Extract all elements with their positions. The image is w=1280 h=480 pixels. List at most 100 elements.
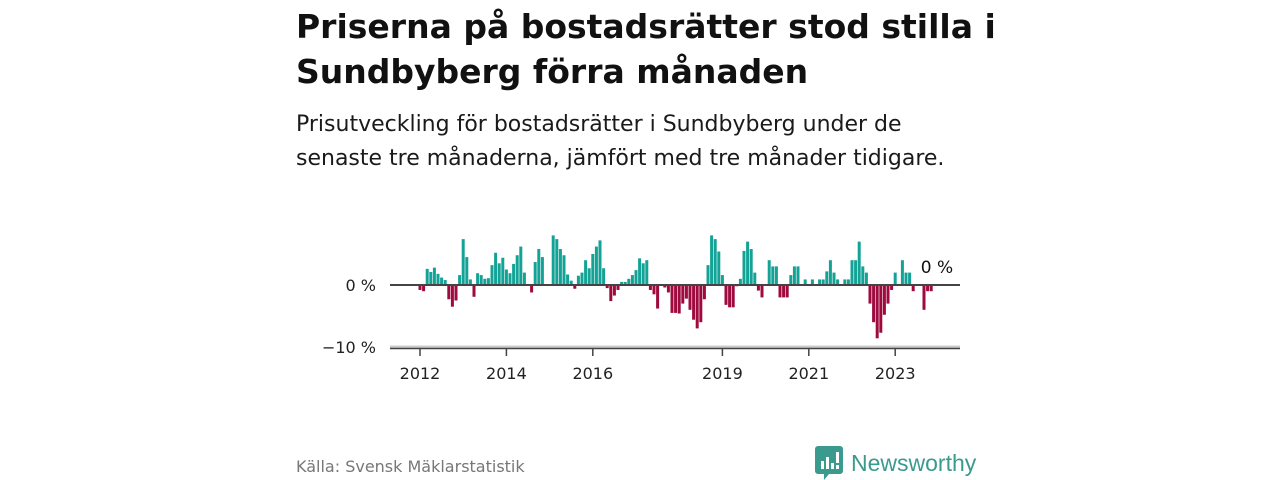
bar	[926, 285, 930, 292]
bar	[566, 274, 570, 285]
bar	[627, 278, 631, 285]
bar	[810, 279, 814, 285]
bar	[857, 241, 861, 285]
bar	[522, 272, 526, 285]
bar	[432, 267, 436, 285]
bar	[695, 285, 699, 329]
bar	[602, 268, 606, 285]
bar	[422, 285, 426, 292]
newsworthy-logo-icon	[815, 446, 843, 480]
bar	[756, 285, 760, 291]
last-value-label: 0 %	[921, 258, 953, 278]
bar	[468, 279, 472, 285]
bar	[846, 279, 850, 285]
bar	[929, 285, 933, 292]
bar	[663, 285, 667, 288]
bar	[872, 285, 876, 323]
bar	[648, 285, 652, 290]
bar	[573, 285, 577, 289]
bar	[713, 239, 717, 285]
bar	[702, 285, 706, 300]
bar	[515, 255, 519, 285]
bar	[922, 285, 926, 310]
bar	[879, 285, 883, 333]
bar	[497, 263, 501, 285]
bar	[483, 278, 487, 285]
bar	[771, 266, 775, 285]
bar	[796, 266, 800, 285]
bar	[490, 265, 494, 285]
bar	[666, 285, 670, 293]
bar	[562, 255, 566, 285]
bar	[533, 262, 537, 285]
bar	[587, 268, 591, 285]
bar	[494, 252, 498, 285]
bar	[638, 258, 642, 285]
bar	[828, 260, 832, 285]
bar	[792, 266, 796, 285]
bar	[454, 285, 458, 301]
bar	[501, 257, 505, 285]
bar	[508, 273, 512, 285]
bar	[591, 254, 595, 285]
bar	[710, 235, 714, 285]
bar	[540, 257, 544, 285]
bar	[634, 270, 638, 285]
bar	[580, 272, 584, 285]
brand-name: Newsworthy	[851, 449, 977, 476]
bar	[479, 275, 483, 285]
bar	[738, 278, 742, 285]
bar	[900, 260, 904, 285]
bar	[598, 240, 602, 285]
source-note: Källa: Svensk Mäklarstatistik	[296, 457, 525, 476]
bar	[443, 280, 447, 285]
x-tick-label: 2019	[702, 364, 743, 383]
brand-logo[interactable]: Newsworthy	[815, 446, 976, 480]
bar	[630, 275, 634, 285]
bar	[868, 285, 872, 304]
bar	[699, 285, 703, 323]
bar	[612, 285, 616, 296]
bar	[836, 279, 840, 285]
bar	[832, 272, 836, 285]
x-tick-label: 2012	[400, 364, 441, 383]
bar	[641, 263, 645, 285]
bar	[742, 250, 746, 285]
bar	[728, 285, 732, 308]
bar	[821, 279, 825, 285]
bar	[778, 285, 782, 298]
bar	[753, 272, 757, 285]
bar	[512, 263, 516, 285]
bar	[458, 275, 462, 285]
bar	[818, 279, 822, 285]
bar	[760, 285, 764, 298]
bar	[803, 279, 807, 285]
bar	[904, 272, 908, 285]
bar-chart: 0 % −10 % 2012 2014 2016 2019 2021 2023 0 %	[322, 235, 960, 383]
bar	[731, 285, 735, 308]
bar	[551, 235, 555, 285]
bar	[519, 246, 523, 285]
bar	[652, 285, 656, 295]
x-tick-label: 2023	[875, 364, 916, 383]
bar	[623, 281, 627, 285]
bar	[681, 285, 685, 304]
bar	[677, 285, 681, 314]
bar	[825, 271, 829, 285]
bar	[785, 285, 789, 298]
bar	[861, 266, 865, 285]
bar	[893, 272, 897, 285]
bar	[684, 285, 688, 299]
bar	[429, 271, 433, 285]
bar	[447, 285, 451, 300]
bar	[850, 260, 854, 285]
y-tick-label: −10 %	[322, 338, 376, 357]
bar	[555, 239, 559, 285]
bar	[656, 285, 660, 309]
bar	[774, 266, 778, 285]
bar	[504, 269, 508, 285]
bar	[616, 285, 620, 290]
chart-subtitle: Prisutveckling för bostadsrätter i Sundb…	[296, 112, 945, 171]
bar	[620, 281, 624, 285]
bar	[465, 257, 469, 285]
